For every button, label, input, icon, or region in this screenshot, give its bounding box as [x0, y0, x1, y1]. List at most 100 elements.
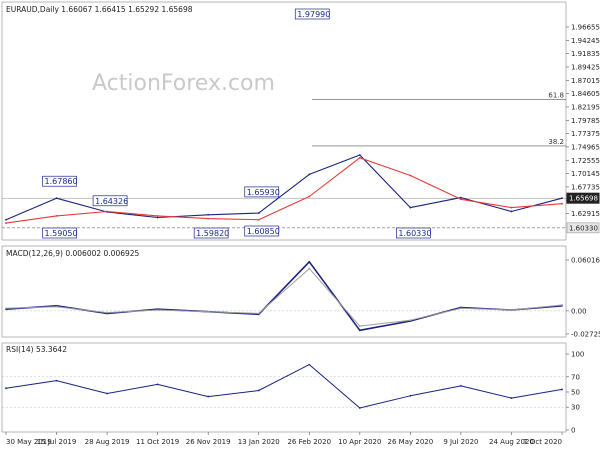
macd-tick-label: -0.02725 [571, 330, 600, 338]
series-line [5, 268, 563, 327]
series-point [257, 218, 260, 221]
x-tick-label: 10 Apr 2020 [338, 438, 381, 446]
series-point [510, 206, 513, 209]
series-point [55, 214, 58, 217]
rsi-panel-frame [1, 342, 567, 433]
macd-panel-frame [1, 245, 567, 338]
rsi-tick-label: 100 [571, 351, 584, 359]
x-tick-label: 11 Oct 2019 [136, 438, 179, 446]
macd-y-axis: 0.060165 0.00 -0.02725 [2, 256, 600, 338]
price-levels: 1.60330 61.8 38.2 1.65698 [2, 92, 600, 234]
price-annotation-label: 1.60330 [398, 229, 431, 238]
series-point [561, 202, 563, 205]
rsi-header: RSI(14) 53.3642 [6, 345, 67, 354]
rsi-tick-label: 30 [571, 404, 580, 412]
series-point [308, 195, 311, 198]
rsi-series [5, 363, 563, 409]
x-tick-label: 26 Nov 2019 [186, 438, 231, 446]
price-tick-label: 1.74965 [571, 143, 600, 151]
x-tick-label: 26 Feb 2020 [287, 438, 331, 446]
price-tick-label: 1.62915 [571, 210, 600, 218]
series-point [257, 312, 260, 315]
price-header: EURAUD,Daily 1.66067 1.66415 1.65292 1.6… [6, 5, 193, 14]
price-y-axis: 1.96655 1.94245 1.91835 1.89425 1.87015 1.846… [566, 23, 600, 218]
price-series [5, 154, 563, 224]
price-tick-label: 1.91835 [571, 50, 600, 58]
support-level-tag [566, 222, 600, 234]
series-point [308, 173, 311, 176]
series-point [207, 310, 210, 313]
series-point [409, 394, 412, 397]
price-tick-label: 1.82195 [571, 103, 600, 111]
price-tick-label: 1.79785 [571, 117, 600, 125]
series-point [561, 197, 563, 200]
x-tick-label: 30 May 2019 [6, 438, 52, 446]
watermark: ActionForex.com [92, 71, 275, 96]
series-point [106, 210, 108, 213]
series-point [409, 174, 412, 177]
series-point [55, 197, 58, 200]
rsi-guide-lines [2, 376, 566, 408]
series-point [510, 397, 513, 399]
price-tick-label: 1.89425 [571, 63, 600, 71]
x-tick-label: 28 Aug 2019 [85, 438, 130, 446]
series-point [358, 154, 361, 156]
price-annotation-label: 1.60850 [247, 227, 280, 236]
macd-header: MACD(12,26,9) 0.006002 0.006925 [6, 249, 140, 258]
series-point [5, 218, 7, 221]
series-point [308, 363, 311, 366]
x-tick-label: 13 Jan 2020 [238, 438, 280, 446]
price-panel-frame [1, 1, 567, 241]
series-point [460, 385, 462, 387]
rsi-tick-label: 0 [571, 427, 575, 435]
current-price-label: 1.65698 [569, 195, 598, 203]
series-point [156, 383, 159, 386]
series-point [358, 156, 361, 159]
price-tick-label: 1.94245 [571, 37, 600, 45]
series-point [358, 325, 361, 328]
x-tick-label: 7 Oct 2020 [523, 438, 562, 446]
price-annotation-box [244, 225, 280, 237]
series-point [106, 392, 108, 395]
series-point [510, 210, 513, 213]
series-point [5, 307, 7, 310]
price-annotation-box [42, 227, 77, 239]
support-level-label: 1.60330 [569, 224, 598, 232]
price-annotation-box [396, 227, 431, 239]
price-tick-label: 1.87015 [571, 77, 600, 85]
price-annotation-box [244, 186, 280, 198]
rsi-tick-label: 50 [571, 389, 580, 397]
price-annotation-box [294, 8, 330, 20]
series-point [308, 267, 311, 270]
series-point [510, 309, 513, 311]
series-line [5, 364, 563, 409]
macd-tick-label: 0.00 [571, 307, 587, 315]
x-tick-label: 26 May 2020 [388, 438, 434, 446]
x-tick-label: 9 Jul 2020 [443, 438, 478, 446]
rsi-y-axis: 100 70 50 30 0 [566, 351, 584, 435]
price-annotation-box [193, 227, 229, 239]
series-point [207, 217, 210, 220]
price-annotation-box [92, 195, 128, 207]
series-point [55, 305, 58, 308]
price-tick-label: 1.70145 [571, 170, 600, 178]
fib-level-label: 61.8 [548, 92, 564, 100]
current-price-tag [566, 192, 600, 204]
price-annotation-label: 1.65930 [247, 188, 280, 197]
series-point [460, 198, 462, 201]
price-annotation-label: 1.67860 [45, 177, 78, 186]
series-point [156, 214, 159, 217]
series-point [257, 212, 260, 215]
price-tick-label: 1.84605 [571, 90, 600, 98]
price-annotations: 1.97990 1.67860 1.64326 1.59050 1.59820 1.608… [42, 8, 431, 239]
series-point [409, 319, 412, 322]
price-annotation-label: 1.59050 [45, 229, 78, 238]
series-point [460, 196, 462, 199]
price-tick-label: 1.67735 [571, 183, 600, 191]
x-tick-label: 15 Jul 2019 [37, 438, 77, 446]
series-point [207, 395, 210, 398]
macd-tick-label: 0.060165 [571, 256, 600, 264]
